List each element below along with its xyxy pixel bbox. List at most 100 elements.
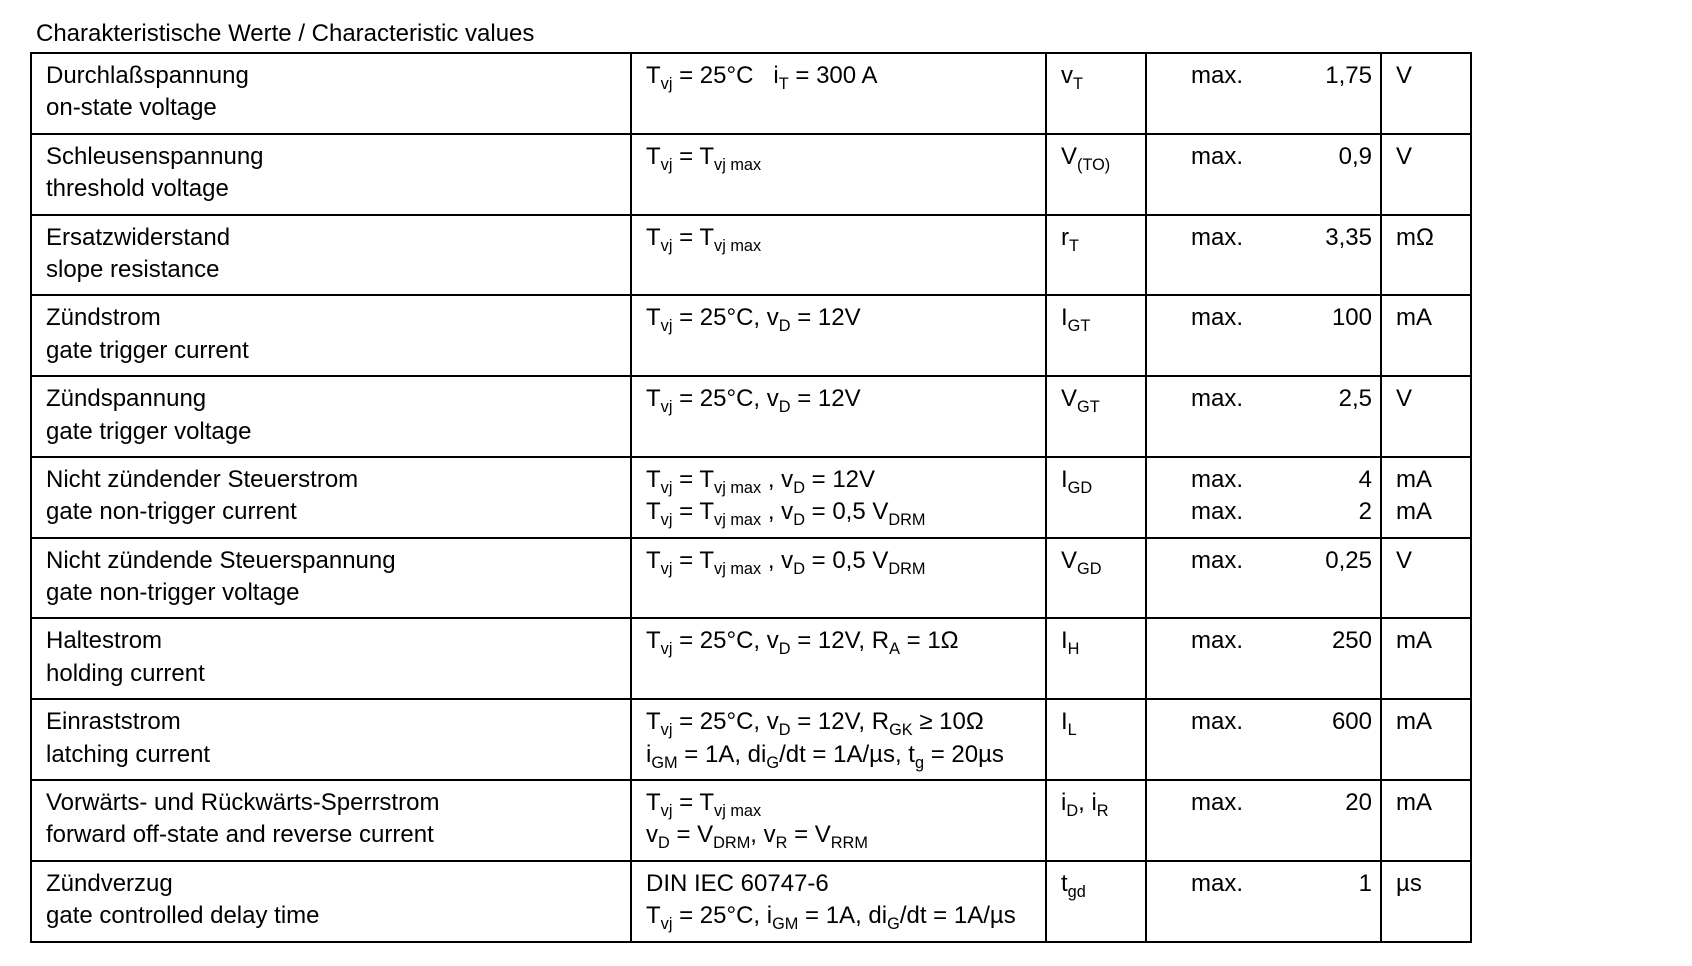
unit-cell: mA (1381, 699, 1471, 780)
conditions-cell: DIN IEC 60747-6Tvj = 25°C, iGM = 1A, diG… (631, 861, 1046, 942)
unit-text: mA (1396, 625, 1460, 657)
conditions-cell: Tvj = Tvj max , vD = 12VTvj = Tvj max , … (631, 457, 1046, 538)
parameter-name-de: Zündverzug (46, 868, 620, 900)
value-qualifier: max. (1161, 302, 1243, 334)
unit-cell: mΩ (1381, 215, 1471, 296)
value-number: 100 (1332, 302, 1372, 334)
parameter-name-de: Ersatzwiderstand (46, 222, 620, 254)
unit-cell: mA (1381, 618, 1471, 699)
value-cell: max.250 (1146, 618, 1381, 699)
unit-cell: mA (1381, 295, 1471, 376)
parameter-name-en: holding current (46, 658, 620, 690)
conditions-cell: Tvj = 25°C, vD = 12V, RA = 1Ω (631, 618, 1046, 699)
parameter-name-de: Nicht zündende Steuerspannung (46, 545, 620, 577)
table-title: Charakteristische Werte / Characteristic… (36, 20, 1672, 48)
unit-cell: V (1381, 134, 1471, 215)
parameter-name-en: gate non-trigger current (46, 496, 620, 528)
value-qualifier: max. (1161, 383, 1243, 415)
conditions-cell: Tvj = Tvj max (631, 215, 1046, 296)
table-row: Vorwärts- und Rückwärts-Sperrstromforwar… (31, 780, 1471, 861)
unit-cell: mA (1381, 780, 1471, 861)
value-number: 0,9 (1339, 141, 1372, 173)
symbol-cell: VGD (1046, 538, 1146, 619)
unit-cell: V (1381, 376, 1471, 457)
unit-text: mA (1396, 496, 1460, 528)
value-number: 2 (1359, 496, 1372, 528)
value-number: 4 (1359, 464, 1372, 496)
conditions-cell: Tvj = 25°C, vD = 12V (631, 376, 1046, 457)
conditions-cell: Tvj = 25°C, vD = 12V (631, 295, 1046, 376)
value-qualifier: max. (1161, 545, 1243, 577)
value-cell: max.600 (1146, 699, 1381, 780)
unit-text: mA (1396, 464, 1460, 496)
unit-cell: mAmA (1381, 457, 1471, 538)
unit-text: V (1396, 545, 1460, 577)
parameter-name-de: Einraststrom (46, 706, 620, 738)
table-row: Einraststromlatching currentTvj = 25°C, … (31, 699, 1471, 780)
parameter-name-cell: Zündspannunggate trigger voltage (31, 376, 631, 457)
value-cell: max. 0,25 (1146, 538, 1381, 619)
parameter-name-de: Durchlaßspannung (46, 60, 620, 92)
parameter-name-cell: Schleusenspannungthreshold voltage (31, 134, 631, 215)
value-number: 600 (1332, 706, 1372, 738)
value-qualifier: max. (1161, 222, 1243, 254)
value-number: 1 (1359, 868, 1372, 900)
parameter-name-de: Zündstrom (46, 302, 620, 334)
value-cell: max. 2,5 (1146, 376, 1381, 457)
symbol-cell: iD, iR (1046, 780, 1146, 861)
parameter-name-en: gate controlled delay time (46, 900, 620, 932)
value-number: 250 (1332, 625, 1372, 657)
unit-cell: V (1381, 53, 1471, 134)
parameter-name-cell: Zündstromgate trigger current (31, 295, 631, 376)
parameter-name-cell: Zündverzuggate controlled delay time (31, 861, 631, 942)
table-row: Zündspannunggate trigger voltageTvj = 25… (31, 376, 1471, 457)
parameter-name-en: on-state voltage (46, 92, 620, 124)
parameter-name-en: forward off-state and reverse current (46, 819, 620, 851)
value-qualifier: max. (1161, 141, 1243, 173)
value-cell: max. 0,9 (1146, 134, 1381, 215)
symbol-cell: rT (1046, 215, 1146, 296)
parameter-name-en: gate non-trigger voltage (46, 577, 620, 609)
table-row: Durchlaßspannungon-state voltageTvj = 25… (31, 53, 1471, 134)
value-number: 1,75 (1325, 60, 1372, 92)
parameter-name-cell: Einraststromlatching current (31, 699, 631, 780)
parameter-name-cell: Haltestromholding current (31, 618, 631, 699)
symbol-cell: V(TO) (1046, 134, 1146, 215)
value-qualifier: max. (1161, 496, 1243, 528)
symbol-cell: VGT (1046, 376, 1146, 457)
value-qualifier: max. (1161, 868, 1243, 900)
symbol-cell: IGD (1046, 457, 1146, 538)
parameter-name-en: gate trigger current (46, 335, 620, 367)
parameter-name-de: Vorwärts- und Rückwärts-Sperrstrom (46, 787, 620, 819)
unit-cell: µs (1381, 861, 1471, 942)
value-qualifier: max. (1161, 60, 1243, 92)
parameter-name-de: Zündspannung (46, 383, 620, 415)
symbol-cell: IL (1046, 699, 1146, 780)
symbol-cell: IGT (1046, 295, 1146, 376)
unit-text: mΩ (1396, 222, 1460, 254)
value-cell: max.4max.2 (1146, 457, 1381, 538)
table-row: Zündverzuggate controlled delay timeDIN … (31, 861, 1471, 942)
unit-text: mA (1396, 787, 1460, 819)
table-row: Ersatzwiderstandslope resistanceTvj = Tv… (31, 215, 1471, 296)
parameter-name-en: slope resistance (46, 254, 620, 286)
table-row: Schleusenspannungthreshold voltageTvj = … (31, 134, 1471, 215)
value-number: 2,5 (1339, 383, 1372, 415)
symbol-cell: tgd (1046, 861, 1146, 942)
unit-text: mA (1396, 706, 1460, 738)
unit-text: mA (1396, 302, 1460, 334)
parameter-name-en: threshold voltage (46, 173, 620, 205)
value-number: 0,25 (1325, 545, 1372, 577)
unit-cell: V (1381, 538, 1471, 619)
parameter-name-en: latching current (46, 739, 620, 771)
value-qualifier: max. (1161, 787, 1243, 819)
unit-text: V (1396, 60, 1460, 92)
parameter-name-de: Schleusenspannung (46, 141, 620, 173)
conditions-cell: Tvj = Tvj maxvD = VDRM, vR = VRRM (631, 780, 1046, 861)
unit-text: V (1396, 383, 1460, 415)
value-cell: max.3,35 (1146, 215, 1381, 296)
table-row: Nicht zündende Steuerspannunggate non-tr… (31, 538, 1471, 619)
value-cell: max. 100 (1146, 295, 1381, 376)
parameter-name-cell: Ersatzwiderstandslope resistance (31, 215, 631, 296)
value-cell: max. 1 (1146, 861, 1381, 942)
